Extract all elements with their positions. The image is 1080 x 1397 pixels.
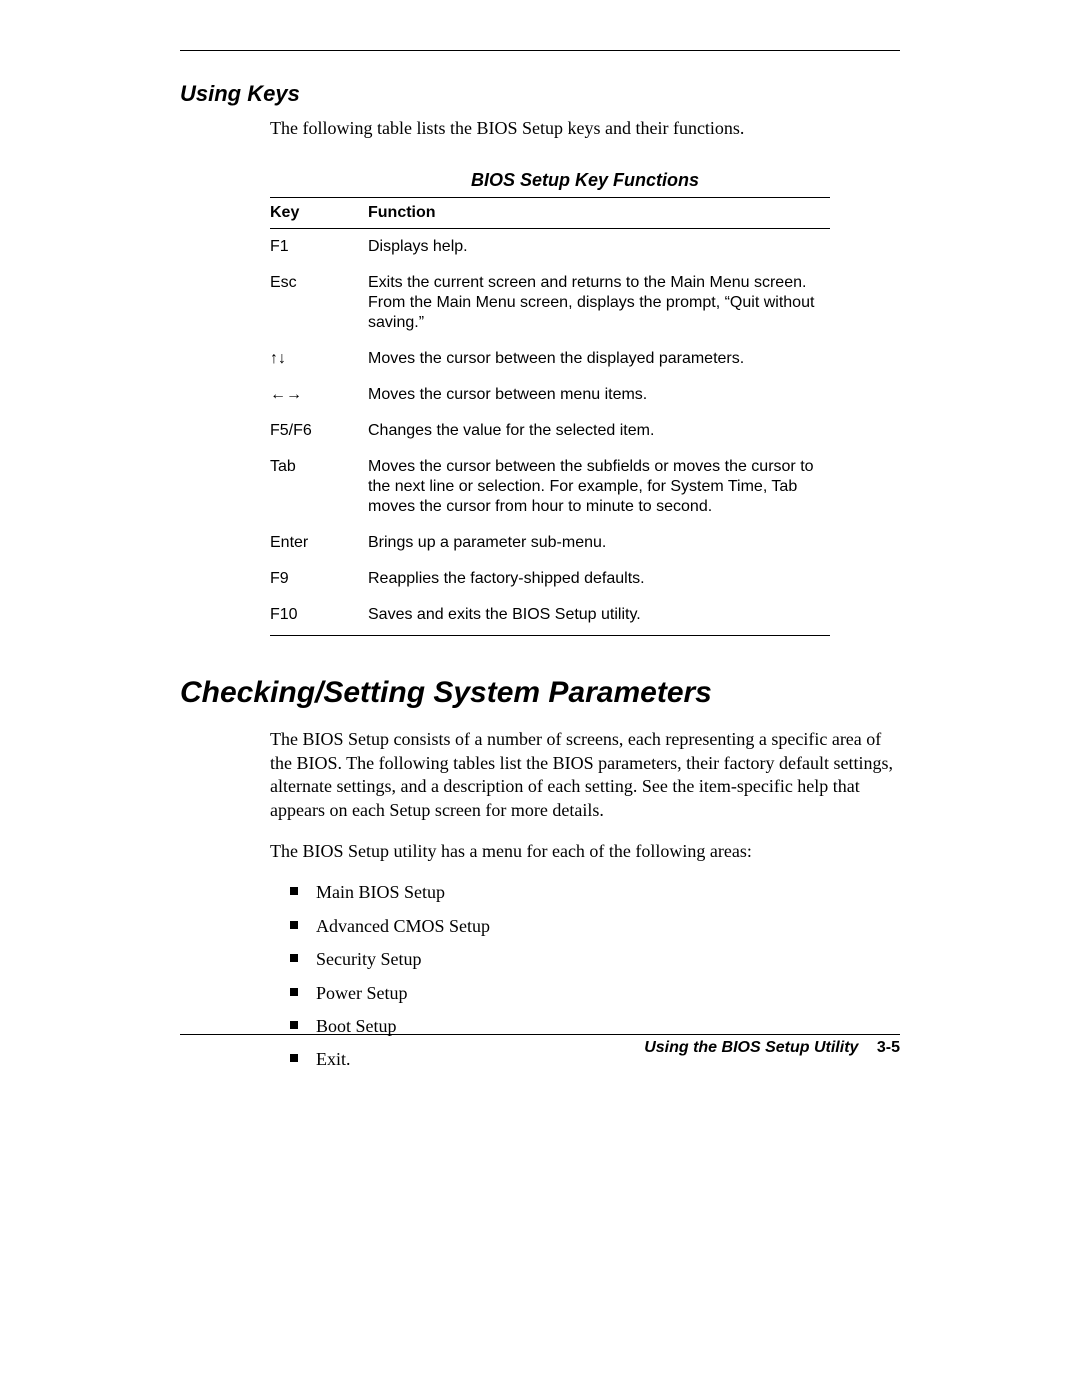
section-heading-checking-setting: Checking/Setting System Parameters: [180, 676, 900, 710]
footer-text: Using the BIOS Setup Utility 3-5: [180, 1039, 900, 1057]
footer-page-number: 3-5: [877, 1039, 900, 1056]
intro-paragraph: The following table lists the BIOS Setup…: [270, 117, 900, 140]
section-heading-using-keys: Using Keys: [180, 81, 900, 107]
table-caption: BIOS Setup Key Functions: [270, 170, 900, 191]
cell-key: Enter: [270, 525, 368, 561]
cell-function: Brings up a parameter sub-menu.: [368, 525, 830, 561]
top-rule: [180, 50, 900, 51]
body-paragraph-1: The BIOS Setup consists of a number of s…: [270, 728, 900, 822]
col-header-key: Key: [270, 198, 368, 229]
body-paragraph-2: The BIOS Setup utility has a menu for ea…: [270, 840, 900, 863]
table-row: F9 Reapplies the factory-shipped default…: [270, 561, 830, 597]
cell-function: Reapplies the factory-shipped defaults.: [368, 561, 830, 597]
table-row: ↑↓ Moves the cursor between the displaye…: [270, 341, 830, 377]
cell-key: F10: [270, 597, 368, 636]
bios-key-table: Key Function F1 Displays help. Esc Exits…: [270, 197, 830, 636]
list-item: Main BIOS Setup: [290, 881, 900, 904]
cell-key: F1: [270, 229, 368, 266]
footer-title: Using the BIOS Setup Utility: [644, 1039, 858, 1056]
cell-function: Changes the value for the selected item.: [368, 413, 830, 449]
document-page: Using Keys The following table lists the…: [0, 0, 1080, 1397]
list-item: Security Setup: [290, 948, 900, 971]
cell-key: ←→: [270, 377, 368, 413]
table-header-row: Key Function: [270, 198, 830, 229]
cell-key: F9: [270, 561, 368, 597]
page-footer: Using the BIOS Setup Utility 3-5: [180, 1034, 900, 1057]
table-row: F5/F6 Changes the value for the selected…: [270, 413, 830, 449]
cell-function: Saves and exits the BIOS Setup utility.: [368, 597, 830, 636]
cell-function: Moves the cursor between the displayed p…: [368, 341, 830, 377]
cell-function: Displays help.: [368, 229, 830, 266]
cell-function: Moves the cursor between the subfields o…: [368, 449, 830, 525]
cell-key: Esc: [270, 265, 368, 341]
cell-key: F5/F6: [270, 413, 368, 449]
cell-function: Moves the cursor between menu items.: [368, 377, 830, 413]
table-row: F1 Displays help.: [270, 229, 830, 266]
cell-key: ↑↓: [270, 341, 368, 377]
cell-function: Exits the current screen and returns to …: [368, 265, 830, 341]
list-item: Advanced CMOS Setup: [290, 915, 900, 938]
col-header-function: Function: [368, 198, 830, 229]
table-row: F10 Saves and exits the BIOS Setup utili…: [270, 597, 830, 636]
list-item: Power Setup: [290, 982, 900, 1005]
footer-rule: [180, 1034, 900, 1035]
table-row: Tab Moves the cursor between the subfiel…: [270, 449, 830, 525]
table-row: Esc Exits the current screen and returns…: [270, 265, 830, 341]
table-row: ←→ Moves the cursor between menu items.: [270, 377, 830, 413]
table-row: Enter Brings up a parameter sub-menu.: [270, 525, 830, 561]
cell-key: Tab: [270, 449, 368, 525]
